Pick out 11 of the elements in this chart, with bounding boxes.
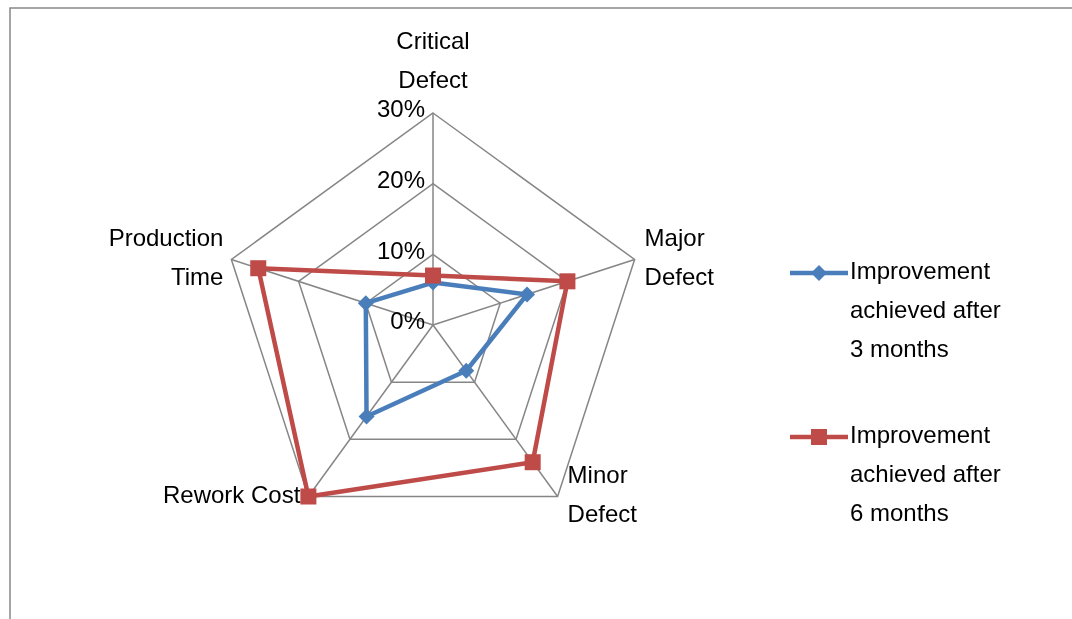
y-tick-label: 10% [376, 236, 425, 264]
spoke-label: Critical Defect [396, 27, 470, 94]
legend-label: Improvement achieved after 6 months [850, 421, 1001, 527]
spoke-label: Rework Cost [163, 480, 301, 508]
spoke-label: Major Defect [644, 224, 715, 291]
spoke-label: Minor Defect [567, 461, 638, 528]
legend-label: Improvement achieved after 3 months [850, 257, 1001, 363]
y-tick-label: 0% [390, 307, 425, 335]
spoke-label: Production Time [108, 224, 224, 291]
y-tick-label: 30% [376, 95, 425, 123]
y-tick-label: 20% [376, 166, 425, 194]
